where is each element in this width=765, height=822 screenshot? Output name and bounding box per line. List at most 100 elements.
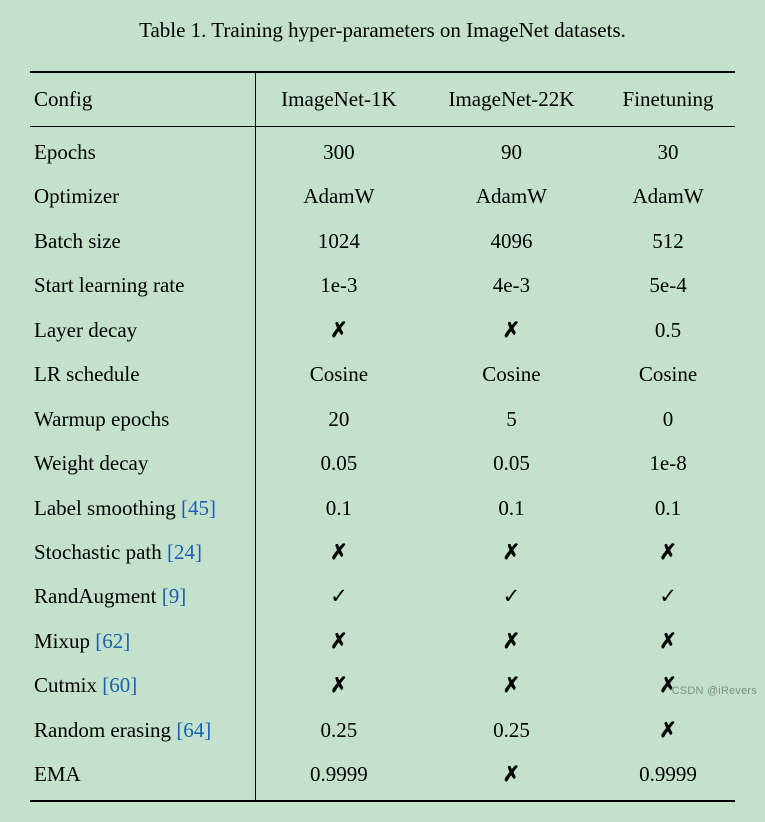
value-cell: ✗ [256, 308, 422, 352]
config-cell: Label smoothing [45] [30, 486, 256, 530]
config-label: Label smoothing [34, 496, 176, 520]
config-label: Weight decay [34, 451, 148, 475]
value-cell: ✗ [422, 308, 601, 352]
table-header-row: Config ImageNet-1K ImageNet-22K Finetuni… [30, 72, 735, 127]
value-cell: 0.25 [422, 708, 601, 752]
value-cell: 512 [601, 219, 735, 263]
config-label: Optimizer [34, 184, 119, 208]
table-row: Mixup [62]✗✗✗ [30, 619, 735, 663]
config-label: Stochastic path [34, 540, 162, 564]
config-label: Random erasing [34, 718, 171, 742]
config-cell: Random erasing [64] [30, 708, 256, 752]
value-cell: 0.9999 [256, 752, 422, 800]
value-cell: AdamW [256, 174, 422, 218]
value-cell: ✗ [422, 752, 601, 800]
table-row: Warmup epochs 2050 [30, 397, 735, 441]
citation-ref[interactable]: [60] [102, 673, 137, 697]
value-cell: 4e-3 [422, 263, 601, 307]
table-row: OptimizerAdamWAdamWAdamW [30, 174, 735, 218]
config-cell: Epochs [30, 127, 256, 175]
value-cell: 0.05 [422, 441, 601, 485]
config-label: RandAugment [34, 584, 156, 608]
config-cell: RandAugment [9] [30, 574, 256, 618]
config-label: Start learning rate [34, 273, 184, 297]
config-label: Epochs [34, 140, 96, 164]
value-cell: ✗ [601, 530, 735, 574]
value-cell: 0.5 [601, 308, 735, 352]
config-cell: Batch size [30, 219, 256, 263]
table-row: LR scheduleCosineCosineCosine [30, 352, 735, 396]
value-cell: ✗ [422, 663, 601, 707]
table-row: Layer decay✗✗0.5 [30, 308, 735, 352]
citation-ref[interactable]: [24] [167, 540, 202, 564]
watermark-text: CSDN @iRevers [672, 685, 757, 697]
value-cell: Cosine [256, 352, 422, 396]
value-cell: 4096 [422, 219, 601, 263]
value-cell: 0.05 [256, 441, 422, 485]
value-cell: 300 [256, 127, 422, 175]
value-cell: 5 [422, 397, 601, 441]
table-row: RandAugment [9]✓✓✓ [30, 574, 735, 618]
citation-ref[interactable]: [62] [95, 629, 130, 653]
value-cell: 0 [601, 397, 735, 441]
config-cell: Weight decay [30, 441, 256, 485]
value-cell: ✗ [601, 619, 735, 663]
value-cell: 0.1 [256, 486, 422, 530]
table-body: Epochs3009030OptimizerAdamWAdamWAdamWBat… [30, 127, 735, 801]
col-header-config: Config [30, 72, 256, 127]
col-header-finetuning: Finetuning [601, 72, 735, 127]
table-row: Random erasing [64]0.250.25✗ [30, 708, 735, 752]
value-cell: 1e-8 [601, 441, 735, 485]
config-cell: Optimizer [30, 174, 256, 218]
value-cell: 1024 [256, 219, 422, 263]
value-cell: ✗ [422, 530, 601, 574]
value-cell: Cosine [422, 352, 601, 396]
config-label: Layer decay [34, 318, 137, 342]
value-cell: 20 [256, 397, 422, 441]
table-row: Start learning rate1e-34e-35e-4 [30, 263, 735, 307]
config-cell: Start learning rate [30, 263, 256, 307]
value-cell: 90 [422, 127, 601, 175]
config-label: Mixup [34, 629, 90, 653]
table-row: Epochs 3009030 [30, 127, 735, 175]
value-cell: ✗ [601, 708, 735, 752]
config-cell: EMA [30, 752, 256, 800]
config-cell: Stochastic path [24] [30, 530, 256, 574]
config-label: EMA [34, 762, 81, 786]
table-row: Cutmix [60]✗✗✗ [30, 663, 735, 707]
value-cell: 30 [601, 127, 735, 175]
table-row: Label smoothing [45]0.10.10.1 [30, 486, 735, 530]
value-cell: ✓ [422, 574, 601, 618]
table-row: Stochastic path [24]✗✗✗ [30, 530, 735, 574]
value-cell: ✓ [256, 574, 422, 618]
config-cell: Cutmix [60] [30, 663, 256, 707]
config-label: Cutmix [34, 673, 97, 697]
citation-ref[interactable]: [64] [176, 718, 211, 742]
value-cell: 0.25 [256, 708, 422, 752]
config-label: Warmup epochs [34, 407, 169, 431]
table-caption: Table 1. Training hyper-parameters on Im… [30, 18, 735, 43]
col-header-imagenet1k: ImageNet-1K [256, 72, 422, 127]
value-cell: AdamW [601, 174, 735, 218]
value-cell: ✗ [422, 619, 601, 663]
value-cell: ✗ [256, 530, 422, 574]
table-container: Table 1. Training hyper-parameters on Im… [0, 0, 765, 822]
config-label: LR schedule [34, 362, 140, 386]
value-cell: ✗ [256, 619, 422, 663]
value-cell: ✓ [601, 574, 735, 618]
value-cell: 0.1 [601, 486, 735, 530]
value-cell: Cosine [601, 352, 735, 396]
config-cell: Mixup [62] [30, 619, 256, 663]
config-cell: Warmup epochs [30, 397, 256, 441]
value-cell: AdamW [422, 174, 601, 218]
value-cell: ✗ [256, 663, 422, 707]
config-label: Batch size [34, 229, 121, 253]
config-cell: LR schedule [30, 352, 256, 396]
col-header-imagenet22k: ImageNet-22K [422, 72, 601, 127]
citation-ref[interactable]: [9] [162, 584, 187, 608]
value-cell: 5e-4 [601, 263, 735, 307]
value-cell: 0.9999 [601, 752, 735, 800]
value-cell: 0.1 [422, 486, 601, 530]
table-row: Weight decay0.050.051e-8 [30, 441, 735, 485]
citation-ref[interactable]: [45] [181, 496, 216, 520]
